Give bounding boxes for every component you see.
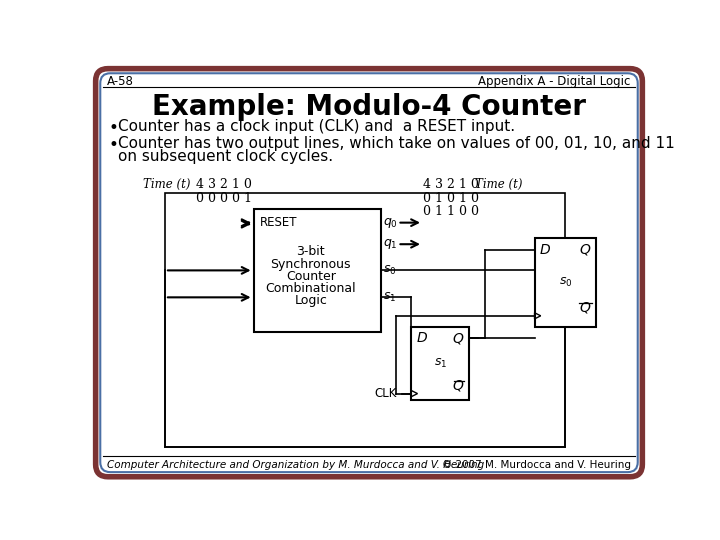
Text: $Q$: $Q$ [579,300,592,315]
Text: $s_1$: $s_1$ [383,291,396,304]
Text: 4 3 2 1 0: 4 3 2 1 0 [196,178,251,191]
Text: $q_1$: $q_1$ [383,237,397,251]
Text: Counter has a clock input (CLK) and  a RESET input.: Counter has a clock input (CLK) and a RE… [118,119,515,134]
Text: Synchronous: Synchronous [271,258,351,271]
Text: A-58: A-58 [107,75,134,88]
Text: $D$: $D$ [416,331,428,345]
Text: 4 3 2 1 0: 4 3 2 1 0 [423,178,479,191]
Text: Counter: Counter [286,270,336,283]
Text: Time (t): Time (t) [143,178,191,191]
Text: Time (t): Time (t) [475,178,523,191]
Text: RESET: RESET [260,216,297,229]
Text: $q_0$: $q_0$ [383,215,397,230]
Text: Example: Modulo-4 Counter: Example: Modulo-4 Counter [152,93,586,122]
Bar [165,193,565,448]
Text: $s_0$: $s_0$ [383,264,397,277]
Text: CLK: CLK [374,387,397,400]
Text: •: • [109,119,119,137]
Text: $Q$: $Q$ [452,330,464,346]
Text: $Q$: $Q$ [452,379,464,393]
Text: $s_1$: $s_1$ [433,356,447,370]
Text: Computer Architecture and Organization by M. Murdocca and V. Heuring: Computer Architecture and Organization b… [107,460,485,470]
Text: © 2007 M. Murdocca and V. Heuring: © 2007 M. Murdocca and V. Heuring [442,460,631,470]
FancyBboxPatch shape [96,69,642,477]
Text: 0 0 0 0 1: 0 0 0 0 1 [196,192,252,205]
Text: •: • [109,136,119,154]
Text: 0 1 1 0 0: 0 1 1 0 0 [423,205,479,218]
Bar [534,238,596,327]
Text: $D$: $D$ [539,242,552,256]
Text: $Q$: $Q$ [579,242,592,257]
Text: 3-bit: 3-bit [297,245,325,258]
Text: Counter has two output lines, which take on values of 00, 01, 10, and 11: Counter has two output lines, which take… [118,136,675,151]
Text: Appendix A - Digital Logic: Appendix A - Digital Logic [478,75,631,88]
Bar [253,209,381,332]
Text: 0 1 0 1 0: 0 1 0 1 0 [423,192,479,205]
Text: on subsequent clock cycles.: on subsequent clock cycles. [118,150,333,165]
Text: $s_0$: $s_0$ [559,276,572,289]
Text: Logic: Logic [294,294,328,307]
Bar [411,327,469,400]
Text: Combinational: Combinational [266,282,356,295]
